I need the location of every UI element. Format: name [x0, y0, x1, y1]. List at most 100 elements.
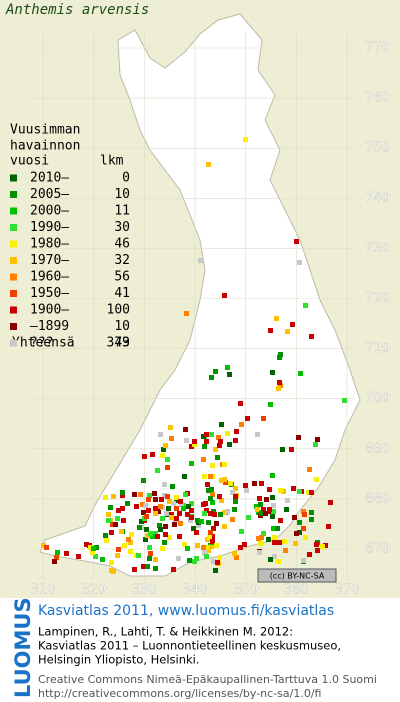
logo: LUOMUS — [11, 597, 35, 698]
record-square — [272, 535, 277, 540]
record-square — [171, 501, 176, 506]
record-square — [128, 540, 133, 545]
record-square — [275, 526, 280, 531]
record-square — [291, 486, 296, 491]
record-square — [307, 467, 312, 472]
record-square — [232, 507, 237, 512]
record-square — [188, 518, 193, 523]
record-square — [234, 429, 239, 434]
license-badge — [257, 568, 337, 583]
record-square — [244, 488, 249, 493]
record-square — [222, 524, 227, 529]
record-square — [90, 550, 95, 555]
record-square — [323, 543, 328, 548]
record-square — [185, 546, 190, 551]
record-square — [209, 544, 214, 549]
record-square — [139, 519, 144, 524]
record-square — [208, 511, 213, 516]
record-square — [227, 372, 232, 377]
record-square — [233, 499, 238, 504]
record-square — [192, 559, 197, 564]
record-square — [215, 560, 220, 565]
record-square — [218, 439, 223, 444]
record-square — [314, 542, 319, 547]
record-square — [219, 422, 224, 427]
record-square — [209, 487, 214, 492]
record-square — [211, 526, 216, 531]
legend: Vuusimman havainnon vuosi lkm Yhteensä 3… — [10, 123, 130, 351]
record-square — [213, 369, 218, 374]
record-square — [214, 521, 219, 526]
record-square — [125, 501, 130, 506]
record-square — [222, 462, 227, 467]
record-square — [256, 536, 261, 541]
record-square — [195, 543, 200, 548]
record-square — [276, 559, 281, 564]
record-square — [132, 492, 137, 497]
record-square — [233, 486, 238, 491]
record-square — [111, 494, 116, 499]
record-square — [126, 537, 131, 542]
record-square — [268, 557, 273, 562]
legend-swatch — [10, 257, 17, 264]
record-square — [162, 540, 167, 545]
record-square — [342, 398, 347, 403]
record-square — [206, 548, 211, 553]
record-square — [146, 508, 151, 513]
record-square — [320, 544, 325, 549]
record-square — [219, 478, 224, 483]
record-square — [158, 432, 163, 437]
record-square — [168, 425, 173, 430]
record-square — [106, 518, 111, 523]
record-square — [243, 137, 248, 142]
record-square — [174, 516, 179, 521]
record-square — [143, 537, 148, 542]
legend-swatch — [10, 224, 17, 231]
record-square — [301, 526, 306, 531]
record-square — [257, 496, 262, 501]
record-square — [302, 512, 307, 517]
record-square — [246, 515, 251, 520]
record-square — [297, 489, 302, 494]
record-square — [298, 371, 303, 376]
record-square — [210, 463, 215, 468]
grid-label: 730 — [365, 241, 390, 256]
grid-label: 710 — [365, 341, 390, 356]
legend-swatch — [10, 323, 17, 330]
record-square — [115, 553, 120, 558]
record-square — [161, 447, 166, 452]
record-square — [204, 545, 209, 550]
record-square — [256, 510, 261, 515]
record-square — [212, 512, 217, 517]
record-square — [228, 481, 233, 486]
record-square — [195, 518, 200, 523]
record-square — [293, 541, 298, 546]
record-square — [189, 501, 194, 506]
record-square — [267, 507, 272, 512]
record-square — [189, 461, 194, 466]
record-square — [156, 509, 161, 514]
record-square — [315, 548, 320, 553]
record-square — [290, 322, 295, 327]
record-square — [208, 474, 213, 479]
record-square — [147, 545, 152, 550]
record-square — [177, 534, 182, 539]
record-square — [204, 432, 209, 437]
record-square — [328, 500, 333, 505]
record-square — [94, 545, 99, 550]
grid-label: 360 — [284, 583, 309, 598]
record-square — [143, 503, 148, 508]
record-square — [153, 497, 158, 502]
legend-count: 10 — [114, 187, 130, 202]
record-square — [239, 422, 244, 427]
record-square — [264, 497, 269, 502]
record-square — [227, 442, 232, 447]
record-square — [137, 525, 142, 530]
legend-column: vuosi — [10, 154, 49, 169]
record-square — [307, 552, 312, 557]
record-square — [150, 452, 155, 457]
record-square — [203, 501, 208, 506]
record-square — [189, 444, 194, 449]
record-square — [258, 541, 263, 546]
record-square — [103, 495, 108, 500]
